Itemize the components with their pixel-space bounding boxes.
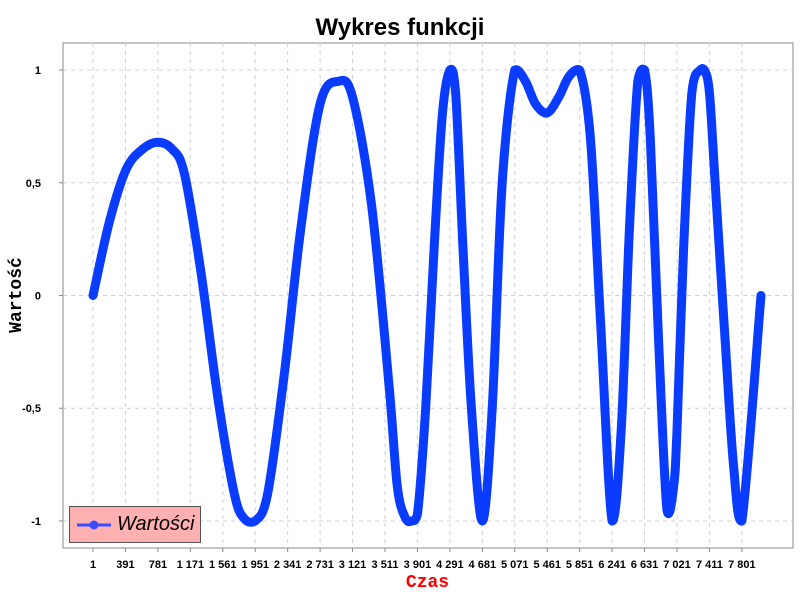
chart-title: Wykres funkcji [315, 14, 485, 41]
legend-swatch-icon [75, 515, 113, 535]
x-tick-label: 7 411 [696, 559, 723, 571]
y-tick-label: -0,5 [22, 403, 41, 415]
y-axis-ticks: 1 0,5 0 -0,5 -1 [22, 65, 63, 528]
x-tick-label: 4 681 [469, 559, 497, 571]
x-tick-label: 3 901 [404, 559, 432, 571]
x-tick-label: 5 851 [566, 559, 594, 571]
x-tick-label: 2 341 [274, 559, 302, 571]
x-tick-label: 7 021 [663, 559, 691, 571]
y-axis-label: Wartość [7, 257, 27, 333]
x-tick-label: 4 291 [436, 559, 464, 571]
x-tick-label: 1 951 [241, 559, 269, 571]
x-tick-label: 1 171 [177, 559, 205, 571]
y-tick-label: 0,5 [26, 178, 41, 190]
x-tick-label: 1 561 [209, 559, 237, 571]
y-tick-label: -1 [31, 516, 41, 528]
x-tick-label: 3 511 [372, 559, 399, 571]
x-tick-label: 2 731 [306, 559, 334, 571]
y-tick-label: 0 [35, 291, 41, 303]
x-tick-label: 3 121 [339, 559, 367, 571]
x-tick-label: 781 [149, 559, 167, 571]
series-line-0 [88, 64, 766, 527]
x-tick-label: 391 [116, 559, 134, 571]
y-tick-label: 1 [35, 65, 41, 77]
series-layer [88, 64, 766, 527]
x-tick-label: 6 241 [598, 559, 626, 571]
x-tick-label: 6 631 [631, 559, 659, 571]
x-tick-label: 5 071 [501, 559, 529, 571]
legend: Wartości [69, 506, 201, 543]
x-tick-label: 5 461 [533, 559, 561, 571]
x-axis-ticks: 1 391 781 1 171 1 561 1 951 2 341 2 731 3 121 3 5… [90, 548, 756, 571]
x-axis-label: Czas [405, 573, 450, 593]
x-tick-label: 7 801 [728, 559, 756, 571]
x-tick-label: 1 [90, 559, 96, 571]
legend-label: Wartości [117, 513, 195, 535]
